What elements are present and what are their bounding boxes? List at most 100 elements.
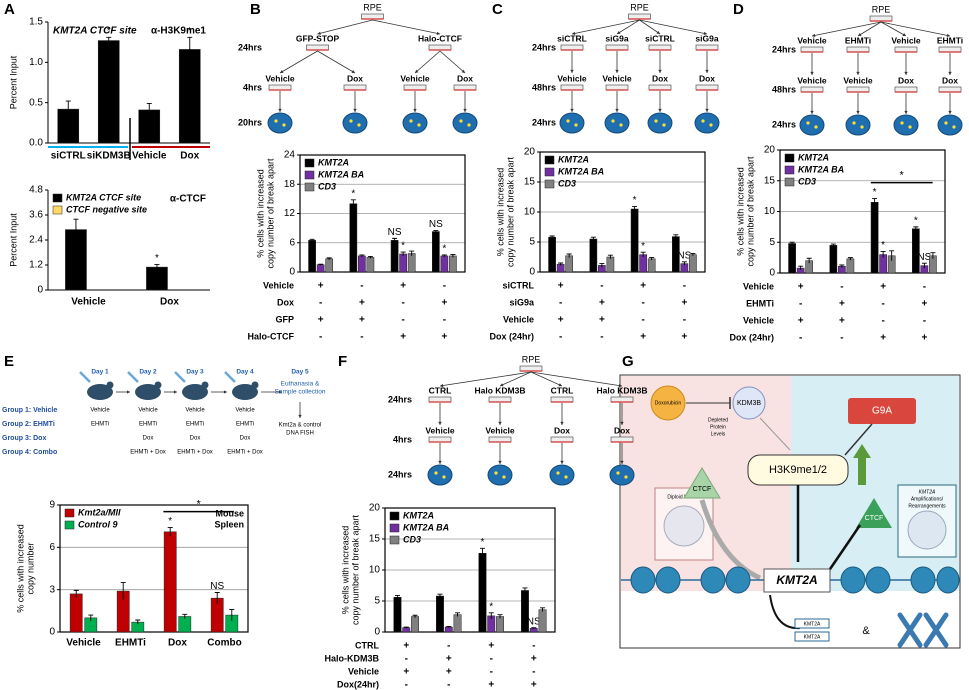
significance-label: * bbox=[168, 516, 172, 527]
legend-label: KMT2A BA bbox=[798, 164, 844, 174]
treatment-label: EHMTi bbox=[236, 422, 254, 428]
error-bar bbox=[450, 254, 456, 258]
legend-label: KMT2A bbox=[403, 510, 434, 520]
panel-label: G bbox=[622, 353, 634, 370]
time-label: 24hrs bbox=[772, 44, 796, 54]
bar bbox=[589, 238, 598, 273]
y-tick-label: 3 bbox=[49, 584, 55, 595]
and-label: & bbox=[862, 625, 870, 637]
cell bbox=[845, 114, 871, 136]
arrow-head bbox=[461, 69, 465, 73]
y-tick-label: 10 bbox=[524, 207, 536, 218]
bar bbox=[565, 255, 573, 273]
x-tick-label: Vehicle bbox=[132, 151, 167, 162]
treatment-label: Vehicle bbox=[425, 425, 455, 435]
bar bbox=[630, 208, 639, 273]
error-bar bbox=[187, 36, 193, 62]
y-tick-label: 0 bbox=[769, 268, 775, 279]
condition-sign: - bbox=[600, 281, 603, 292]
condition-sign: + bbox=[681, 298, 687, 309]
y-tick-label: 3.6 bbox=[29, 210, 43, 221]
error-bar bbox=[479, 547, 485, 559]
treatment-label: Dox bbox=[942, 75, 958, 85]
fish-spot bbox=[409, 119, 413, 123]
error-bar bbox=[88, 614, 94, 621]
fish-spot bbox=[611, 119, 615, 123]
treatment-label: Vehicle bbox=[891, 35, 921, 45]
bar bbox=[178, 616, 192, 633]
fish-spot bbox=[709, 123, 713, 127]
arrow-head bbox=[415, 69, 419, 73]
error-bar bbox=[880, 251, 886, 258]
dish bbox=[428, 436, 452, 443]
arrow-head bbox=[812, 33, 816, 38]
condition-label: Vehicle bbox=[743, 281, 774, 291]
time-label: 24hrs bbox=[532, 42, 556, 52]
assay-label: DNA FISH bbox=[286, 431, 314, 437]
condition-sign: - bbox=[840, 282, 843, 293]
error-bar bbox=[921, 262, 927, 269]
condition-label: siG9a bbox=[509, 297, 535, 307]
bar bbox=[308, 240, 316, 273]
legend-swatch bbox=[52, 193, 63, 203]
y-axis-label: copy number of break apart bbox=[745, 156, 755, 267]
arrow bbox=[571, 19, 640, 35]
dish bbox=[894, 46, 918, 53]
condition-sign: + bbox=[441, 298, 447, 309]
day-label: Day 5 bbox=[291, 369, 309, 376]
arrow-head bbox=[570, 69, 574, 73]
dish bbox=[610, 396, 634, 403]
root-label: RPE bbox=[872, 4, 891, 14]
legend-swatch bbox=[784, 153, 795, 163]
treatment-label: Halo KDM3B bbox=[596, 385, 647, 395]
fish-spot bbox=[434, 471, 438, 475]
significance-label: * bbox=[351, 188, 355, 199]
fish-spot bbox=[619, 123, 623, 127]
significance-label: * bbox=[107, 26, 111, 37]
condition-sign: + bbox=[599, 315, 605, 326]
time-label: 24hrs bbox=[532, 117, 556, 127]
mouse-ear bbox=[106, 381, 114, 389]
treatment-label: EHMTi + Dox bbox=[177, 450, 213, 456]
dish bbox=[695, 84, 719, 91]
arrow bbox=[317, 19, 373, 35]
arrow bbox=[826, 524, 862, 573]
depleted-label: Protein bbox=[710, 424, 726, 430]
up-arrow bbox=[853, 444, 871, 485]
significance-label: * bbox=[442, 244, 446, 255]
treatment-label: EHMTi + Dox bbox=[227, 450, 263, 456]
arrow bbox=[880, 21, 951, 37]
day-label: Day 4 bbox=[236, 369, 254, 376]
fish-spot bbox=[900, 121, 904, 125]
time-label: 48hrs bbox=[532, 82, 556, 92]
bar bbox=[163, 531, 177, 633]
error-bar bbox=[789, 241, 795, 245]
time-label: 48hrs bbox=[772, 84, 796, 94]
error-bar bbox=[830, 243, 836, 247]
legend-label: Kmt2a/Mll bbox=[78, 507, 121, 517]
product-label: KMT2A bbox=[804, 634, 821, 640]
condition-sign: - bbox=[532, 667, 535, 678]
arrow bbox=[317, 50, 356, 74]
fish-spot bbox=[624, 475, 628, 479]
arrow-head bbox=[413, 108, 417, 112]
bar bbox=[390, 240, 399, 273]
arrow-head bbox=[858, 32, 862, 36]
cell bbox=[549, 464, 575, 486]
condition-sign: - bbox=[840, 333, 843, 344]
significance-label: * bbox=[900, 169, 905, 181]
g9a-label: G9A bbox=[872, 406, 892, 417]
condition-label: Dox(24hr) bbox=[337, 679, 379, 689]
nucleus bbox=[663, 505, 705, 547]
dish bbox=[268, 84, 292, 91]
arrow-head bbox=[278, 390, 282, 394]
group-label: Group 4: Combo bbox=[2, 449, 57, 456]
arrow-head bbox=[703, 31, 707, 36]
legend-label: CTCF negative site bbox=[66, 204, 147, 214]
panel-label: F bbox=[338, 353, 347, 370]
arrow bbox=[699, 499, 762, 581]
significance-label: * bbox=[881, 240, 885, 251]
legend-label: KMT2A BA bbox=[558, 166, 604, 176]
treatment-label: EHMTi bbox=[91, 422, 109, 428]
nucleosomes bbox=[630, 566, 960, 594]
